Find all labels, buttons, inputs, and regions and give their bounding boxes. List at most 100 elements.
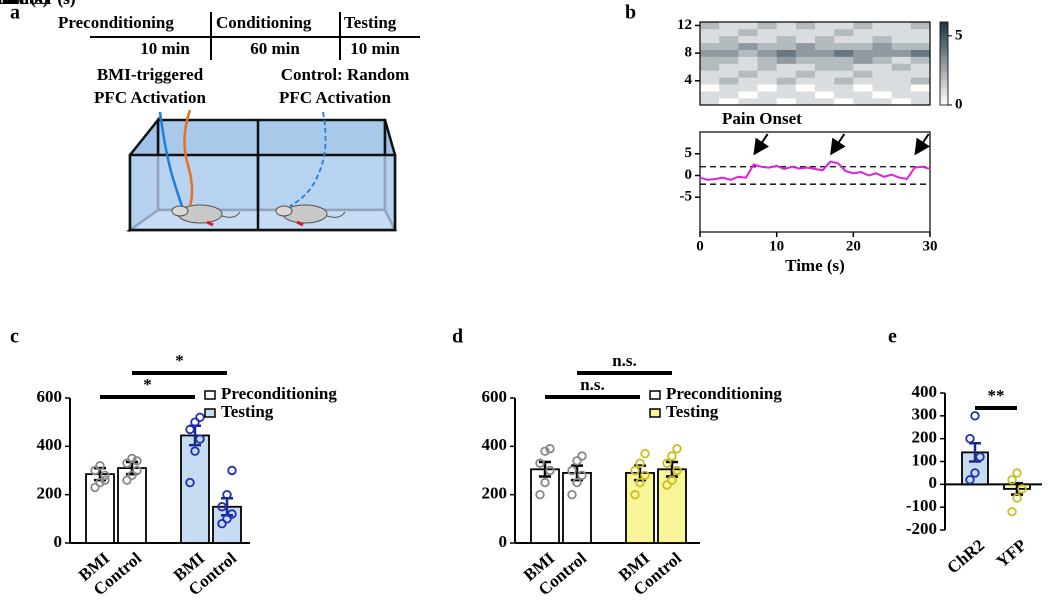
data-point xyxy=(127,453,137,464)
data-point xyxy=(965,433,975,444)
heatmap-cell xyxy=(834,70,854,78)
heatmap-cell xyxy=(700,35,720,44)
phase: Conditioning xyxy=(216,13,312,32)
x-tick-label: YFP xyxy=(993,536,1031,572)
heatmap-cell xyxy=(719,91,739,99)
y-tick-label: 600 xyxy=(37,387,63,406)
heatmap-cell xyxy=(910,56,931,64)
mouse xyxy=(275,204,346,227)
heatmap-cell xyxy=(757,91,777,99)
heatmap-cell xyxy=(910,35,931,44)
heatmap-cell xyxy=(700,70,720,78)
heatmap-cell xyxy=(795,70,816,78)
y-tick-label: 0 xyxy=(499,532,508,551)
recording-wire xyxy=(183,109,194,207)
error-bar xyxy=(539,460,551,478)
heatmap-cell xyxy=(891,63,912,71)
y-tick-label: 12 xyxy=(677,17,692,33)
heatmap-cell xyxy=(815,56,835,64)
heatmap-cell xyxy=(910,63,931,71)
heatmap-cell xyxy=(872,49,892,57)
condition-label: Control: Random xyxy=(281,65,410,84)
heatmap-cell xyxy=(776,22,797,30)
heatmap-cell xyxy=(815,63,835,71)
y-tick-label: 200 xyxy=(912,428,938,447)
heatmap-cell xyxy=(795,84,816,92)
heatmap-cell xyxy=(700,77,720,85)
y-tick-label: 200 xyxy=(37,484,63,503)
heatmap-cell xyxy=(891,84,912,92)
heatmap-cell xyxy=(910,91,931,99)
y-tick-label: 400 xyxy=(37,435,63,454)
data-point xyxy=(190,417,200,427)
heatmap-cell xyxy=(738,63,758,71)
data-point xyxy=(1012,468,1022,478)
panel-label: d xyxy=(452,326,463,348)
heatmap-cell xyxy=(719,35,739,44)
y-tick-label: 200 xyxy=(482,484,508,503)
heatmap-cell xyxy=(891,42,912,50)
panel-label: b xyxy=(625,2,636,24)
heatmap-cell xyxy=(757,63,777,71)
data-point xyxy=(975,452,985,462)
heatmap-cell xyxy=(776,91,797,99)
y-axis-label: Units xyxy=(0,0,20,8)
data-point xyxy=(195,412,205,423)
heatmap-cell xyxy=(834,98,854,106)
data-point xyxy=(630,465,640,476)
x-tick-label: 30 xyxy=(923,238,938,254)
heatmap-cell xyxy=(872,28,892,37)
data-point xyxy=(132,456,142,466)
heatmap-cell xyxy=(834,22,854,30)
optic-fiber xyxy=(289,111,327,207)
heatmap-cell xyxy=(738,42,758,50)
data-point xyxy=(540,477,550,488)
heatmap-cell xyxy=(700,56,720,64)
heatmap-cell xyxy=(719,56,739,64)
heatmap-cell xyxy=(891,22,912,30)
data-point xyxy=(667,475,677,485)
y-tick-label: -5 xyxy=(680,189,693,205)
heatmap-cell xyxy=(700,22,720,30)
data-point xyxy=(190,446,200,456)
heatmap-cell xyxy=(834,56,854,64)
data-point xyxy=(540,446,550,456)
heatmap-cell xyxy=(700,42,720,50)
heatmap-cell xyxy=(815,49,835,57)
heatmap-cell xyxy=(910,28,931,37)
heatmap-cell xyxy=(738,98,758,106)
data-point xyxy=(630,489,640,500)
heatmap-cell xyxy=(719,63,739,71)
heatmap-cell xyxy=(738,56,758,64)
heatmap-cell xyxy=(815,91,835,99)
heatmap-cell xyxy=(815,98,835,106)
heatmap-cell xyxy=(719,28,739,37)
data-point xyxy=(122,458,132,468)
data-point xyxy=(535,458,545,468)
heatmap-cell xyxy=(834,35,854,44)
heatmap-cell xyxy=(776,28,797,37)
heatmap-cell xyxy=(776,49,797,57)
data-point xyxy=(132,465,142,476)
heatmap-cell xyxy=(891,56,912,64)
heatmap-cell xyxy=(891,35,912,44)
data-point xyxy=(90,465,100,476)
heatmap-cell xyxy=(910,49,931,57)
heatmap-cell xyxy=(910,42,931,50)
heatmap-cell xyxy=(738,70,758,78)
significance-label: n.s. xyxy=(580,375,605,394)
x-tick-label: 10 xyxy=(769,238,784,254)
heatmap-cell xyxy=(891,28,912,37)
heatmap-cell xyxy=(776,42,797,50)
heatmap-cell xyxy=(815,84,835,92)
data-point xyxy=(122,475,132,485)
heatmap-cell xyxy=(776,84,797,92)
heatmap-cell xyxy=(834,42,854,50)
heatmap-cell xyxy=(795,22,816,30)
heatmap-cell xyxy=(719,98,739,106)
data-point xyxy=(100,475,110,485)
heatmap-cell xyxy=(757,56,777,64)
heatmap-cell xyxy=(700,63,720,71)
panel-label: c xyxy=(10,326,19,348)
heatmap-cell xyxy=(872,35,892,44)
